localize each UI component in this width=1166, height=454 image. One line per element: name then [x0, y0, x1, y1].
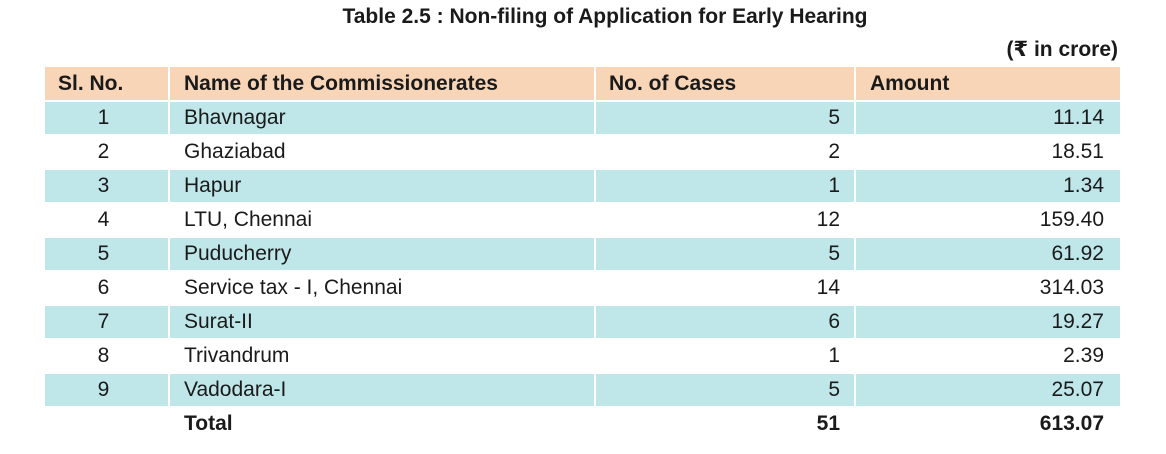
cell-name: Hapur — [169, 169, 596, 203]
header-sl-no: Sl. No. — [45, 67, 170, 101]
table-body: 1 Bhavnagar 5 11.14 2 Ghaziabad 2 18.51 … — [45, 101, 1120, 440]
cell-sl-no: 2 — [45, 135, 170, 169]
cell-amount: 19.27 — [855, 305, 1120, 339]
table-title: Table 2.5 : Non-filing of Application fo… — [342, 5, 868, 28]
cell-cases: 12 — [595, 203, 856, 237]
cell-sl-no: 9 — [45, 373, 170, 407]
cell-cases: 5 — [595, 237, 856, 271]
cell-sl-no: 5 — [45, 237, 170, 271]
table-row: 8 Trivandrum 1 2.39 — [45, 339, 1120, 373]
cell-name: Ghaziabad — [169, 135, 596, 169]
total-cases: 51 — [595, 407, 856, 440]
cell-name: Trivandrum — [169, 339, 596, 373]
cell-cases: 2 — [595, 135, 856, 169]
cell-sl-no: 1 — [45, 101, 170, 135]
cell-amount: 25.07 — [855, 373, 1120, 407]
cell-amount: 1.34 — [855, 169, 1120, 203]
cell-sl-no: 8 — [45, 339, 170, 373]
cell-name: Puducherry — [169, 237, 596, 271]
cell-sl-no: 4 — [45, 203, 170, 237]
cell-amount: 159.40 — [1039, 208, 1104, 231]
total-label: Total — [169, 407, 596, 440]
table-row: 9 Vadodara-I 5 25.07 — [45, 373, 1120, 407]
cell-cases: 1 — [595, 339, 856, 373]
cell-cases: 6 — [595, 305, 856, 339]
cell-amount: 314.03 — [1039, 276, 1104, 299]
cell-sl-no: 6 — [45, 271, 170, 305]
cell-name: Vadodara-I — [169, 373, 596, 407]
table-row: 4 LTU, Chennai 12 159.40 — [45, 203, 1120, 237]
cell-sl-no: 7 — [45, 305, 170, 339]
header-row: Sl. No. Name of the Commissionerates No.… — [45, 67, 1120, 101]
total-row: Total 51 613.07 — [45, 407, 1120, 440]
table-row: 1 Bhavnagar 5 11.14 — [45, 101, 1120, 135]
table-row: 3 Hapur 1 1.34 — [45, 169, 1120, 203]
table-row: 6 Service tax - I, Chennai 14 314.03 — [45, 271, 1120, 305]
cell-cases: 5 — [595, 101, 856, 135]
cell-name: Surat-II — [169, 305, 596, 339]
cell-amount: 61.92 — [855, 237, 1120, 271]
commissionerates-table: Sl. No. Name of the Commissionerates No.… — [45, 67, 1120, 440]
header-name: Name of the Commissionerates — [169, 67, 596, 101]
table-row: 2 Ghaziabad 2 18.51 — [45, 135, 1120, 169]
cell-name: Bhavnagar — [169, 101, 596, 135]
table-header: Sl. No. Name of the Commissionerates No.… — [45, 67, 1120, 101]
header-amount: Amount — [855, 67, 1120, 101]
cell-name: Service tax - I, Chennai — [169, 271, 596, 305]
cell-cases: 14 — [595, 271, 856, 305]
cell-sl-no-empty — [45, 407, 170, 440]
header-cases: No. of Cases — [595, 67, 856, 101]
table-row: 7 Surat-II 6 19.27 — [45, 305, 1120, 339]
cell-amount: 2.39 — [1063, 344, 1104, 367]
total-amount: 613.07 — [1039, 412, 1104, 435]
cell-cases: 5 — [595, 373, 856, 407]
cell-amount: 18.51 — [1051, 140, 1104, 163]
cell-name: LTU, Chennai — [169, 203, 596, 237]
unit-label: (₹ in crore) — [1006, 38, 1118, 61]
cell-amount: 11.14 — [855, 101, 1120, 135]
cell-sl-no: 3 — [45, 169, 170, 203]
cell-cases: 1 — [595, 169, 856, 203]
table-row: 5 Puducherry 5 61.92 — [45, 237, 1120, 271]
